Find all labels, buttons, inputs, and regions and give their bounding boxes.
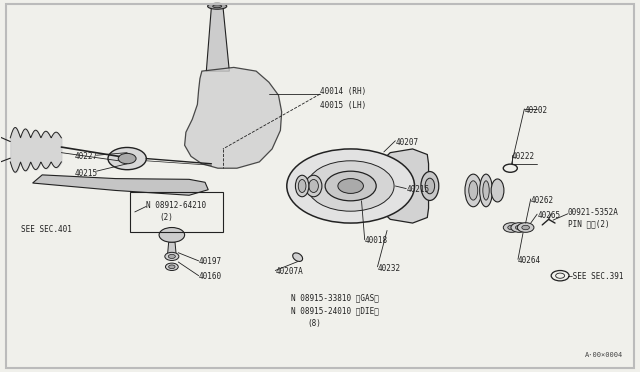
Text: 40264: 40264: [518, 256, 541, 265]
Ellipse shape: [207, 3, 227, 9]
Circle shape: [511, 223, 527, 232]
Text: (8): (8): [307, 320, 321, 328]
Text: 40207: 40207: [396, 138, 419, 147]
Circle shape: [508, 225, 515, 230]
Text: PIN ピン(2): PIN ピン(2): [568, 219, 609, 228]
Circle shape: [166, 263, 178, 270]
Circle shape: [338, 179, 364, 193]
Text: 40207A: 40207A: [275, 267, 303, 276]
Text: 40227: 40227: [74, 152, 97, 161]
Text: 40265: 40265: [537, 211, 560, 220]
Ellipse shape: [296, 175, 309, 197]
Text: 40015 (LH): 40015 (LH): [320, 101, 366, 110]
Text: 40014 (RH): 40014 (RH): [320, 87, 366, 96]
Text: 40202: 40202: [524, 106, 547, 115]
Circle shape: [503, 223, 520, 232]
Text: 40215: 40215: [74, 169, 97, 177]
Circle shape: [159, 228, 184, 242]
Circle shape: [118, 153, 136, 164]
Text: 40197: 40197: [198, 257, 222, 266]
Circle shape: [307, 161, 394, 211]
Ellipse shape: [292, 253, 303, 262]
Circle shape: [517, 223, 534, 232]
Text: (2): (2): [159, 213, 173, 222]
Text: 00921-5352A: 00921-5352A: [568, 208, 619, 217]
Ellipse shape: [298, 180, 306, 192]
Ellipse shape: [479, 174, 492, 207]
Text: A·00×0004: A·00×0004: [585, 352, 623, 358]
Text: 40018: 40018: [365, 236, 388, 246]
Polygon shape: [380, 149, 429, 223]
Polygon shape: [168, 242, 176, 256]
Circle shape: [287, 149, 415, 223]
Ellipse shape: [465, 174, 481, 207]
Text: 40262: 40262: [531, 196, 554, 205]
Ellipse shape: [309, 180, 319, 192]
Text: 40232: 40232: [378, 264, 401, 273]
Circle shape: [169, 265, 175, 269]
Text: N 08912-64210: N 08912-64210: [147, 201, 207, 210]
Ellipse shape: [425, 178, 435, 194]
Circle shape: [325, 171, 376, 201]
Text: N 08915-24010 〈DIE〉: N 08915-24010 〈DIE〉: [291, 307, 379, 316]
Circle shape: [515, 225, 523, 230]
Text: N 08915-33810 〈GAS〉: N 08915-33810 〈GAS〉: [291, 294, 379, 302]
Circle shape: [168, 254, 175, 259]
Ellipse shape: [491, 179, 504, 202]
Circle shape: [108, 147, 147, 170]
Text: 40222: 40222: [511, 152, 534, 161]
Text: 40160: 40160: [198, 272, 222, 281]
Text: —SEE SEC.391: —SEE SEC.391: [568, 272, 623, 281]
Ellipse shape: [483, 181, 489, 200]
Polygon shape: [33, 175, 208, 195]
Ellipse shape: [468, 181, 477, 200]
Ellipse shape: [305, 175, 322, 197]
Circle shape: [522, 225, 529, 230]
Text: 40215: 40215: [406, 185, 429, 194]
Polygon shape: [184, 67, 282, 168]
Text: SEE SEC.401: SEE SEC.401: [21, 225, 72, 234]
Polygon shape: [206, 6, 229, 71]
Circle shape: [165, 252, 179, 260]
Ellipse shape: [212, 5, 221, 8]
Ellipse shape: [421, 171, 439, 201]
